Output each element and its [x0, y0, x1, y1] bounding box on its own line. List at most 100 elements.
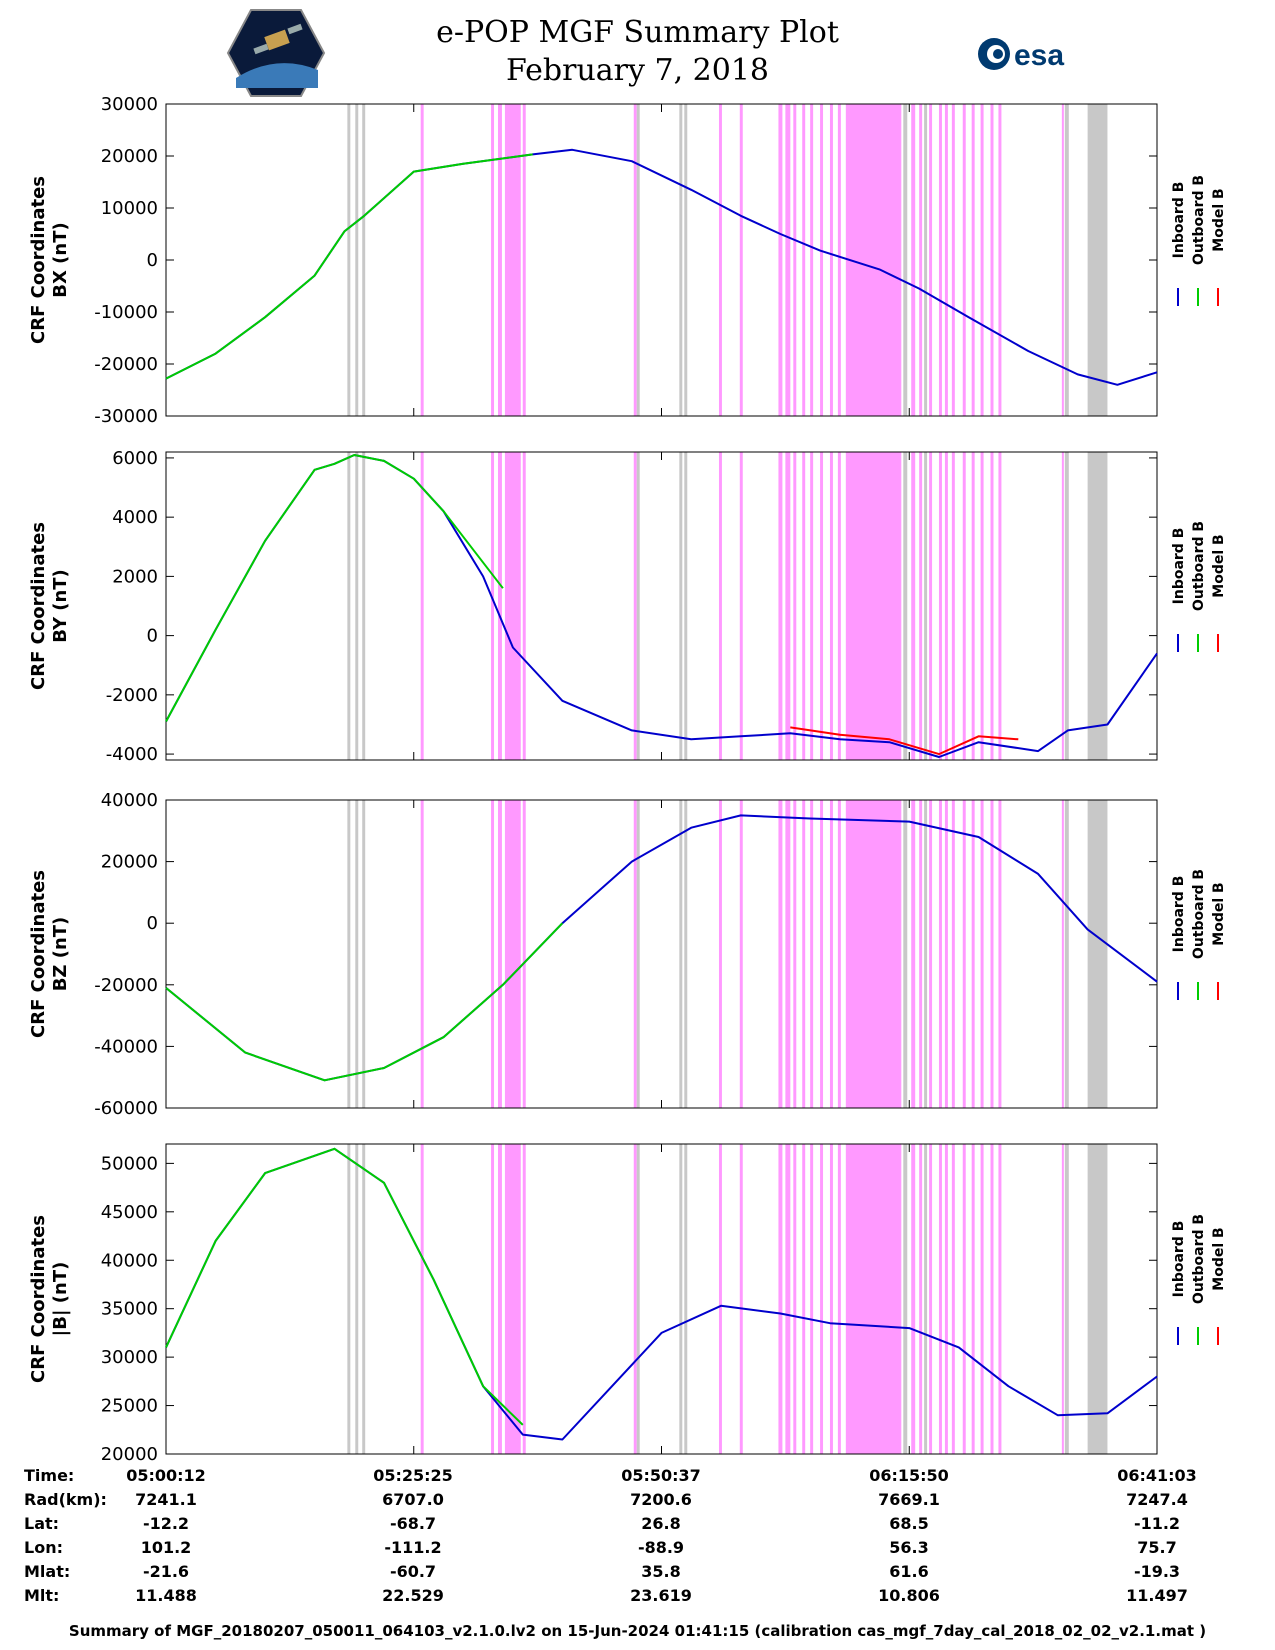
pink-band	[929, 1144, 933, 1454]
pink-band	[971, 104, 975, 416]
pink-band	[845, 104, 902, 416]
pink-band	[793, 452, 797, 760]
table-cell: 7200.6	[630, 1490, 692, 1509]
pink-band	[980, 1144, 984, 1454]
y-tick-label: 4000	[112, 507, 158, 528]
plot-date: February 7, 2018	[505, 53, 769, 88]
table-cell: 26.8	[641, 1514, 681, 1533]
gray-band	[347, 452, 351, 760]
panel-1: 30000 20000 10000 0 -10000 -20000 -30000 CRF Co…	[28, 94, 1227, 427]
pink-band	[778, 452, 783, 760]
table-row: Lat: -12.2 -68.7 26.8 68.5 -11.2	[0, 1514, 1275, 1538]
outboard-b-line	[165, 153, 533, 380]
table-cell: 7669.1	[878, 1490, 940, 1509]
pink-band	[504, 800, 521, 1108]
pink-band	[919, 1144, 923, 1454]
pink-band	[990, 1144, 994, 1454]
y-tick-label: 40000	[101, 790, 158, 811]
pink-band	[990, 104, 994, 416]
table-row: Lon: 101.2 -111.2 -88.9 56.3 75.7	[0, 1538, 1275, 1562]
table-cell: 56.3	[889, 1538, 929, 1557]
pink-band	[962, 452, 966, 760]
y-tick-label: 2000	[112, 566, 158, 587]
pink-band	[420, 452, 424, 760]
y-tick-label: -40000	[94, 1036, 158, 1057]
gray-band	[903, 1144, 908, 1454]
pink-band	[522, 104, 526, 416]
table-row: Rad(km): 7241.1 6707.0 7200.6 7669.1 7247.4	[0, 1490, 1275, 1514]
pink-band	[491, 104, 495, 416]
y-tick-label: -4000	[106, 744, 158, 765]
inboard-b-line	[165, 814, 1158, 1082]
pink-band	[491, 1144, 495, 1454]
pink-band	[951, 104, 955, 416]
gray-band	[355, 800, 359, 1108]
pink-band	[785, 1144, 791, 1454]
gray-band	[924, 452, 928, 760]
gray-band	[903, 452, 908, 760]
pink-band	[1061, 800, 1064, 1108]
pink-band	[802, 452, 806, 760]
gray-band	[1064, 1144, 1069, 1454]
outboard-b-line	[165, 454, 504, 722]
table-cell: 06:15:50	[869, 1466, 949, 1485]
pink-band	[718, 452, 722, 760]
gray-band	[1064, 800, 1069, 1108]
pink-band	[944, 800, 948, 1108]
legend-outboard-label: Outboard B	[1191, 1214, 1207, 1304]
gray-band	[347, 800, 351, 1108]
pink-band	[919, 452, 923, 760]
pink-band	[802, 800, 806, 1108]
panel-2: 6000 4000 2000 0 -2000 -4000 CRF Coordinates BY…	[28, 448, 1227, 765]
pink-band	[793, 104, 797, 416]
pink-band	[497, 800, 502, 1108]
gray-band	[1064, 452, 1069, 760]
gray-band	[684, 800, 688, 1108]
outboard-b-line	[165, 922, 564, 1082]
pink-band	[829, 800, 833, 1108]
pink-band	[971, 1144, 975, 1454]
y-tick-label: 6000	[112, 448, 158, 469]
pink-band	[718, 104, 722, 416]
pink-band	[971, 800, 975, 1108]
table-cell: -68.7	[389, 1514, 437, 1533]
gray-band	[636, 800, 640, 1108]
legend-inboard-label: Inboard B	[1171, 182, 1187, 259]
legend-inboard-label: Inboard B	[1171, 1221, 1187, 1298]
row-label: Time:	[24, 1466, 75, 1485]
pink-band	[820, 800, 824, 1108]
gray-band	[684, 104, 688, 416]
table-row: Mlt: 11.488 22.529 23.619 10.806 11.497	[0, 1586, 1275, 1610]
pink-band	[718, 800, 722, 1108]
table-cell: 101.2	[140, 1538, 192, 1557]
pink-band	[810, 104, 814, 416]
gray-band	[684, 452, 688, 760]
gray-band	[362, 800, 366, 1108]
table-cell: 11.488	[135, 1586, 197, 1605]
pink-band	[522, 800, 526, 1108]
e-pop-satellite-logo	[226, 9, 326, 97]
pink-band	[938, 800, 942, 1108]
pink-band	[929, 104, 933, 416]
y-tick-label: -30000	[94, 406, 158, 427]
pink-band	[837, 1144, 841, 1454]
esa-logo: esa	[978, 38, 1064, 72]
y-tick-label: 30000	[101, 1347, 158, 1368]
y-axis-label: CRF Coordinates	[28, 1215, 49, 1383]
pink-band	[1061, 452, 1064, 760]
gray-band	[679, 104, 683, 416]
gray-band	[355, 1144, 359, 1454]
pink-band	[633, 452, 637, 760]
legend-inboard-label: Inboard B	[1171, 876, 1187, 953]
table-cell: 23.619	[630, 1586, 692, 1605]
inboard-b-line	[165, 1147, 1158, 1441]
pink-band	[990, 800, 994, 1108]
pink-band	[522, 1144, 526, 1454]
gray-band	[636, 104, 640, 416]
pink-band	[491, 452, 495, 760]
gray-band	[347, 104, 351, 416]
panel-3: 40000 20000 0 -20000 -40000 -60000 CRF Coordin…	[28, 790, 1227, 1119]
pink-band	[491, 800, 495, 1108]
pink-band	[911, 452, 916, 760]
